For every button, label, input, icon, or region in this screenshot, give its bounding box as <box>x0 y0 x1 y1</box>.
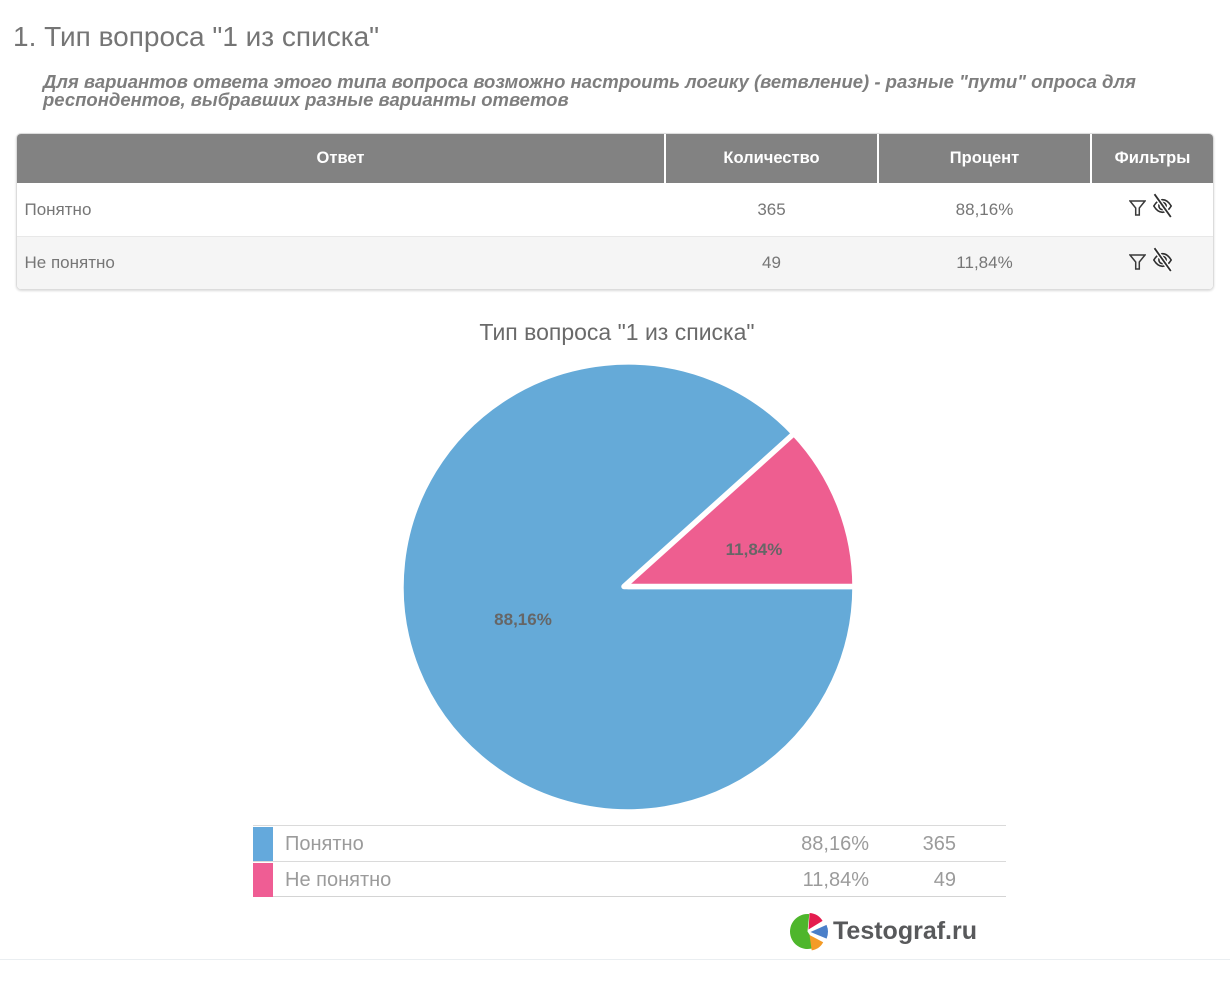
svg-text:11,84%: 11,84% <box>726 540 783 559</box>
svg-text:88,16%: 88,16% <box>494 610 552 629</box>
